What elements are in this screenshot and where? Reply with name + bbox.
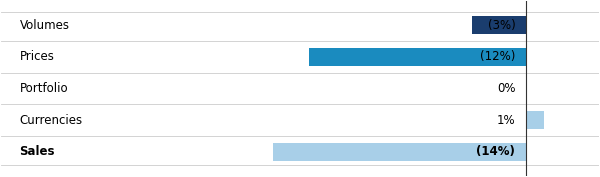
Bar bbox=[526, 112, 544, 129]
Bar bbox=[472, 16, 526, 34]
Text: (12%): (12%) bbox=[480, 50, 515, 63]
Text: Prices: Prices bbox=[19, 50, 55, 63]
Text: Volumes: Volumes bbox=[19, 19, 70, 32]
Text: 1%: 1% bbox=[497, 114, 515, 127]
Text: (14%): (14%) bbox=[476, 145, 515, 158]
Text: 0%: 0% bbox=[497, 82, 515, 95]
Text: Currencies: Currencies bbox=[19, 114, 83, 127]
Text: Portfolio: Portfolio bbox=[19, 82, 68, 95]
Bar bbox=[309, 48, 526, 65]
Bar bbox=[273, 143, 526, 161]
Text: Sales: Sales bbox=[19, 145, 55, 158]
Text: (3%): (3%) bbox=[488, 19, 515, 32]
